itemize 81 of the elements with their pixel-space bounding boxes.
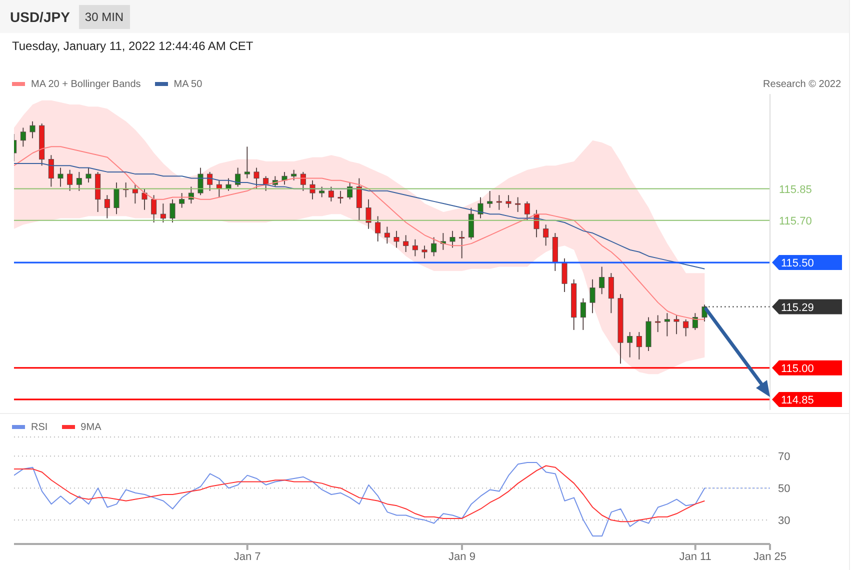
candlestick [692, 312, 698, 330]
candlestick [636, 332, 642, 360]
candlestick [674, 314, 680, 335]
candlestick [627, 332, 633, 358]
candlestick [412, 238, 418, 257]
candlestick [468, 207, 474, 240]
candlestick [524, 200, 530, 221]
candlestick [282, 171, 288, 186]
candlestick [226, 178, 232, 192]
candlestick [403, 234, 409, 252]
candlestick [478, 196, 484, 219]
x-tick-label: Jan 11 [679, 550, 712, 563]
legend-label: MA 20 + Bollinger Bands [30, 78, 141, 90]
candlestick [487, 190, 493, 208]
candlestick [76, 171, 82, 192]
candlestick [30, 120, 36, 139]
candlestick [207, 171, 213, 192]
ref-line-label: 115.00 [781, 362, 814, 375]
candlestick [599, 266, 605, 295]
candlestick [142, 188, 148, 210]
ref-line-label: 115.85 [779, 184, 812, 196]
candlestick [244, 146, 250, 179]
candlestick [179, 192, 185, 208]
x-tick-label: Jan 25 [753, 550, 787, 563]
candlestick [496, 194, 502, 210]
candlestick [151, 194, 157, 224]
candlestick [347, 182, 353, 200]
legend-label: 9MA [80, 422, 102, 432]
candlestick [310, 180, 316, 200]
candlestick [543, 224, 549, 246]
ref-line-label: 115.70 [779, 215, 812, 228]
chart-subtitle: Tuesday, January 11, 2022 12:44:46 AM CET [12, 39, 254, 53]
candlestick [683, 318, 689, 337]
text: Research © 2022 [763, 78, 841, 90]
candlestick [356, 178, 362, 221]
x-tick-label: Jan 7 [234, 550, 261, 563]
candlestick [58, 167, 64, 188]
candlestick [86, 167, 92, 183]
candlestick [366, 198, 372, 230]
candlestick [198, 167, 204, 196]
candlestick [580, 298, 586, 330]
candlestick [254, 167, 260, 190]
candlestick [104, 194, 110, 219]
candlestick [160, 203, 166, 224]
candlestick [655, 314, 661, 333]
candlestick [422, 245, 428, 259]
candlestick [450, 230, 456, 248]
legend-label: RSI [30, 422, 48, 432]
candlestick [67, 169, 73, 192]
candlestick [338, 190, 344, 204]
candlestick [291, 169, 297, 181]
y-tick-label: 70 [778, 451, 790, 464]
candlestick [506, 194, 512, 208]
candlestick [608, 272, 614, 314]
text: 30 MIN [78, 4, 130, 28]
chart-title: USD/JPY [10, 8, 70, 24]
candlestick [235, 167, 241, 188]
candlestick [170, 198, 176, 224]
candlestick [114, 182, 120, 215]
candlestick [394, 230, 400, 248]
candlestick [590, 278, 596, 314]
ref-line-label: 115.29 [781, 302, 814, 314]
candlestick [384, 226, 390, 244]
y-tick-label: 30 [778, 514, 790, 527]
candlestick [431, 236, 437, 257]
line-series [14, 465, 706, 522]
ref-line-label: 114.85 [781, 394, 814, 406]
candlestick [562, 258, 568, 293]
x-tick-label: Jan 9 [448, 550, 476, 563]
candlestick [375, 216, 381, 242]
candlestick [300, 171, 306, 192]
candlestick [48, 154, 54, 188]
legend-label: MA 50 [172, 78, 202, 90]
candlestick [319, 186, 325, 198]
y-tick-label: 50 [778, 483, 790, 496]
candlestick [20, 127, 26, 148]
ref-line-label: 115.50 [781, 258, 814, 270]
candlestick [664, 312, 670, 337]
candlestick [459, 230, 465, 259]
candlestick [515, 196, 521, 212]
candlestick [328, 186, 334, 202]
